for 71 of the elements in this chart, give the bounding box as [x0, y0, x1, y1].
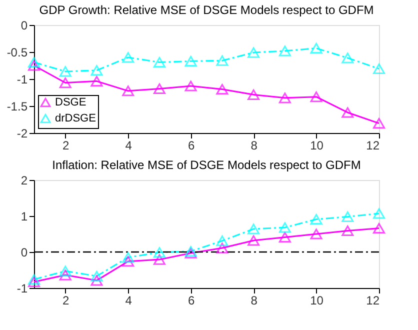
point — [122, 252, 134, 263]
y-tick-label: -1 — [16, 72, 28, 86]
point — [153, 254, 166, 265]
x-tick-label: 12 — [366, 138, 380, 152]
point — [248, 235, 260, 246]
point — [278, 222, 291, 233]
point — [59, 66, 72, 77]
point — [153, 247, 166, 258]
x-tick-label: 2 — [62, 138, 70, 152]
y-tick-label: -2 — [16, 126, 28, 140]
point — [278, 232, 291, 243]
point — [122, 52, 134, 63]
x-tick-label: 10 — [310, 138, 324, 152]
x-tick-label: 10 — [310, 294, 324, 308]
point — [310, 214, 322, 225]
x-tick-label: 6 — [188, 138, 195, 152]
point — [59, 266, 72, 276]
y-tick-label: 0 — [20, 18, 28, 32]
point — [184, 56, 197, 66]
point — [342, 211, 354, 222]
point — [278, 92, 291, 104]
point — [248, 89, 260, 100]
point — [342, 107, 354, 118]
point — [248, 224, 260, 234]
point — [310, 92, 322, 102]
point — [122, 256, 134, 267]
point — [90, 76, 103, 86]
y-tick-label: -0.5 — [6, 46, 28, 60]
y-tick-label: 0 — [20, 246, 28, 260]
point — [248, 47, 260, 58]
point — [373, 63, 385, 74]
x-tick-label: 12 — [366, 294, 380, 308]
chart-title: GDP Growth: Relative MSE of DSGE Models respect to GDFM — [39, 3, 374, 17]
legend-label: DSGE — [55, 96, 86, 108]
point — [373, 208, 385, 219]
y-tick-label: 2 — [20, 174, 28, 188]
point — [310, 42, 322, 54]
y-tick-label: 1 — [20, 210, 28, 224]
chart-title: Inflation: Relative MSE of DSGE Models respect to GDFM — [52, 158, 361, 172]
point — [342, 52, 354, 64]
x-tick-label: 8 — [250, 138, 258, 152]
point — [90, 270, 103, 282]
point — [153, 56, 166, 68]
point — [28, 276, 40, 288]
point — [216, 242, 228, 254]
y-tick-label: -1.5 — [6, 100, 28, 114]
point — [216, 236, 228, 246]
point — [28, 56, 40, 68]
point — [310, 228, 322, 240]
point — [216, 55, 228, 66]
x-tick-label: 8 — [250, 294, 258, 308]
point — [28, 60, 40, 71]
x-tick-label: 4 — [125, 138, 132, 152]
point — [278, 46, 291, 56]
point — [153, 83, 166, 94]
point — [122, 86, 134, 96]
point — [184, 80, 197, 92]
point — [59, 77, 72, 88]
point — [90, 275, 103, 286]
point — [373, 222, 385, 234]
point — [90, 65, 103, 76]
x-tick-label: 2 — [62, 294, 70, 308]
point — [216, 84, 228, 95]
x-tick-label: 6 — [188, 294, 195, 308]
point — [59, 270, 72, 280]
legend-label: drDSGE — [55, 112, 96, 124]
point — [28, 274, 40, 285]
point — [342, 225, 354, 236]
y-tick-label: -1 — [16, 282, 28, 296]
x-tick-label: 4 — [125, 294, 132, 308]
point — [373, 118, 385, 129]
